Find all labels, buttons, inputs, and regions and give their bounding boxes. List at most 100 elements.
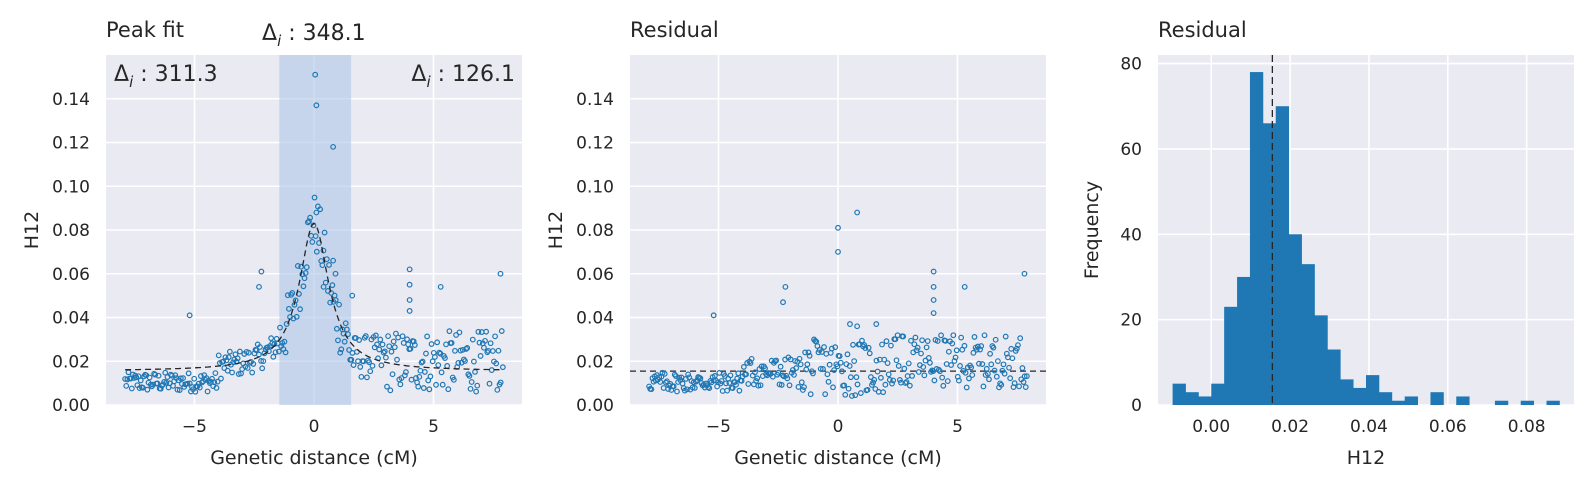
data-point bbox=[837, 359, 844, 366]
data-point bbox=[805, 349, 812, 356]
x-tick-label: 0.04 bbox=[1350, 417, 1388, 437]
data-point bbox=[903, 379, 910, 385]
data-point bbox=[718, 378, 725, 384]
data-point bbox=[249, 369, 256, 376]
y-tick-labels: 0.00 0.02 0.04 0.06 0.08 0.10 0.12 0.14 bbox=[576, 90, 614, 416]
data-point bbox=[307, 214, 313, 221]
histogram-bar bbox=[1211, 383, 1225, 405]
data-point bbox=[259, 365, 266, 372]
data-point bbox=[230, 359, 237, 366]
data-point bbox=[358, 373, 365, 380]
data-point bbox=[397, 381, 404, 388]
data-point bbox=[648, 386, 655, 393]
data-point bbox=[882, 381, 889, 388]
data-point bbox=[337, 349, 344, 356]
data-point bbox=[284, 292, 291, 299]
data-point bbox=[782, 283, 789, 290]
data-point bbox=[292, 297, 299, 304]
data-point bbox=[253, 347, 260, 354]
data-point bbox=[421, 369, 428, 375]
y-tick-label: 0.08 bbox=[576, 221, 614, 241]
data-point bbox=[220, 358, 227, 365]
data-point bbox=[753, 378, 759, 384]
data-point bbox=[234, 355, 241, 362]
data-point bbox=[469, 336, 476, 343]
data-point bbox=[995, 358, 1001, 365]
data-point bbox=[346, 347, 353, 353]
data-point bbox=[784, 375, 791, 382]
data-point bbox=[213, 385, 220, 391]
data-point bbox=[416, 373, 423, 380]
y-tick-label: 0.00 bbox=[576, 396, 614, 416]
data-point bbox=[244, 365, 251, 371]
data-point bbox=[938, 332, 944, 339]
data-point bbox=[893, 357, 900, 364]
data-point bbox=[847, 321, 853, 327]
data-point bbox=[1019, 365, 1026, 371]
data-point bbox=[477, 353, 484, 359]
data-point bbox=[888, 342, 894, 349]
data-point bbox=[710, 312, 717, 319]
peak-fit-panel: −5 0 5 0.00 0.02 0.04 0.06 0.08 0.10 0.12 0.14 Pe… bbox=[21, 18, 522, 469]
data-point bbox=[957, 363, 963, 369]
data-point bbox=[952, 354, 959, 361]
data-point bbox=[810, 370, 816, 377]
data-point bbox=[406, 308, 413, 314]
data-point bbox=[376, 346, 383, 353]
y-tick-label: 0.04 bbox=[576, 309, 614, 329]
data-point bbox=[1011, 380, 1018, 387]
data-point bbox=[777, 363, 784, 370]
data-point bbox=[463, 346, 470, 352]
data-point bbox=[468, 379, 475, 385]
histogram-bar bbox=[1430, 392, 1444, 405]
histogram-bar bbox=[1249, 72, 1264, 405]
y-tick-label: 20 bbox=[1120, 311, 1142, 331]
data-point bbox=[998, 381, 1005, 388]
data-point bbox=[208, 378, 214, 385]
data-point bbox=[798, 379, 805, 386]
histogram-bar bbox=[1224, 306, 1238, 405]
data-point bbox=[963, 384, 970, 391]
data-point bbox=[445, 386, 452, 393]
data-point bbox=[391, 344, 398, 351]
data-point bbox=[446, 328, 453, 335]
data-point bbox=[822, 391, 829, 398]
data-point bbox=[906, 382, 913, 389]
data-point bbox=[384, 383, 390, 390]
data-point bbox=[435, 362, 442, 368]
y-tick-label: 0.12 bbox=[576, 134, 614, 154]
residual-scatter-panel: −5 0 5 0.00 0.02 0.04 0.06 0.08 0.10 0.12 0.14 Re… bbox=[545, 18, 1046, 469]
data-point bbox=[797, 361, 804, 368]
data-point bbox=[736, 387, 743, 394]
data-point bbox=[905, 360, 912, 367]
data-point bbox=[388, 348, 395, 355]
x-tick-label: −5 bbox=[706, 417, 731, 437]
data-point bbox=[356, 337, 363, 343]
data-point bbox=[693, 378, 699, 385]
data-point bbox=[723, 380, 729, 387]
data-point bbox=[979, 361, 986, 367]
data-point bbox=[674, 388, 680, 395]
data-point bbox=[289, 290, 296, 296]
data-point bbox=[807, 391, 814, 398]
x-tick-label: 0 bbox=[833, 417, 844, 437]
data-point bbox=[956, 377, 962, 384]
data-point bbox=[880, 389, 887, 396]
data-point bbox=[123, 382, 130, 389]
data-point bbox=[900, 333, 907, 340]
data-point bbox=[953, 347, 960, 354]
data-point bbox=[971, 334, 978, 340]
y-tick-label: 60 bbox=[1120, 140, 1142, 160]
data-point bbox=[992, 336, 999, 343]
data-point bbox=[467, 385, 474, 392]
y-tick-label: 40 bbox=[1120, 225, 1142, 245]
data-point bbox=[1003, 350, 1010, 357]
data-point bbox=[492, 333, 498, 340]
data-point bbox=[970, 349, 977, 356]
data-point bbox=[377, 336, 384, 343]
x-tick-label: 5 bbox=[428, 417, 439, 437]
fit-curve bbox=[125, 222, 503, 371]
data-point bbox=[320, 247, 327, 254]
data-point bbox=[834, 363, 841, 370]
data-point bbox=[313, 209, 320, 216]
